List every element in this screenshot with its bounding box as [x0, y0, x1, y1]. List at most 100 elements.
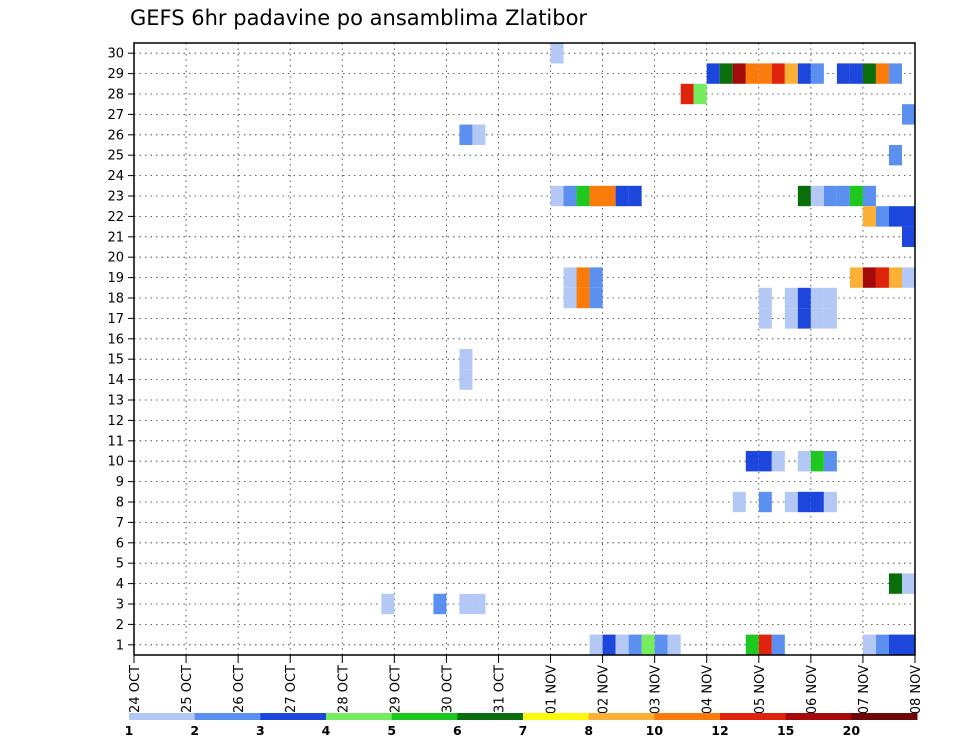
- y-tick-label: 1: [116, 638, 124, 653]
- precip-cell: [602, 634, 616, 655]
- x-tick-label: 30 OCT: [440, 665, 455, 713]
- precip-cell: [615, 185, 629, 207]
- y-tick-label: 14: [107, 373, 124, 388]
- legend-threshold-label: 10: [646, 723, 664, 738]
- precipitation-cells: [381, 43, 915, 655]
- precip-cell: [758, 451, 772, 472]
- legend-threshold-label: 8: [584, 723, 593, 738]
- y-tick-label: 5: [116, 557, 124, 572]
- precip-cell: [797, 491, 811, 513]
- precip-cell: [589, 267, 603, 288]
- precip-cell: [810, 491, 824, 513]
- precip-cell: [862, 267, 876, 288]
- legend-swatch: [260, 713, 327, 720]
- precip-cell: [823, 308, 837, 329]
- precip-cell: [875, 63, 889, 84]
- precip-cell: [745, 451, 759, 472]
- y-tick-label: 15: [107, 353, 124, 368]
- precip-cell: [784, 491, 798, 513]
- precip-cell: [693, 83, 707, 105]
- precip-cell: [901, 104, 915, 125]
- precip-cell: [784, 63, 798, 84]
- legend-swatch: [326, 713, 393, 720]
- x-tick-label: 25 OCT: [180, 665, 195, 713]
- x-tick-label: 27 OCT: [284, 665, 299, 713]
- precip-cell: [758, 308, 772, 329]
- precip-cell: [576, 267, 590, 288]
- legend-threshold-label: 1: [125, 723, 134, 738]
- legend-threshold-label: 5: [387, 723, 396, 738]
- y-tick-label: 12: [107, 414, 124, 429]
- y-tick-label: 20: [107, 251, 124, 266]
- precip-cell: [875, 267, 889, 288]
- precip-cell: [862, 206, 876, 227]
- legend-threshold-label: 20: [843, 723, 861, 738]
- y-tick-label: 17: [107, 312, 124, 327]
- legend-swatch: [129, 713, 196, 720]
- x-tick-label: 02 NOV: [597, 665, 612, 714]
- precip-cell: [472, 593, 486, 615]
- y-tick-label: 27: [107, 108, 124, 123]
- legend-threshold-label: 15: [777, 723, 794, 738]
- precip-cell: [472, 124, 486, 145]
- precip-cell: [758, 63, 772, 84]
- precip-cell: [758, 634, 772, 655]
- precip-cell: [797, 308, 811, 329]
- chart-title: GEFS 6hr padavine po ansamblima Zlatibor: [130, 6, 588, 30]
- precip-cell: [810, 287, 824, 309]
- precip-cell: [901, 267, 915, 288]
- precip-cell: [888, 267, 902, 288]
- y-tick-label: 26: [107, 128, 124, 143]
- color-legend: 1 2 3 4 5 6 7 8 10 12 15 20: [125, 713, 918, 738]
- x-tick-label: 28 OCT: [336, 665, 351, 713]
- precip-cell: [875, 634, 889, 655]
- y-tick-label: 8: [116, 496, 124, 511]
- precip-cell: [459, 369, 473, 390]
- precip-cell: [836, 63, 850, 84]
- precip-cell: [771, 63, 785, 84]
- precip-cell: [784, 308, 798, 329]
- precip-cell: [823, 491, 837, 513]
- precip-cell: [836, 185, 850, 207]
- precip-cell: [810, 308, 824, 329]
- precip-cell: [550, 185, 564, 207]
- precip-cell: [797, 63, 811, 84]
- precip-cell: [875, 206, 889, 227]
- precip-cell: [459, 124, 473, 145]
- x-tick-label: 31 OCT: [492, 665, 507, 713]
- y-tick-label: 21: [107, 230, 124, 245]
- precip-cell: [810, 63, 824, 84]
- y-tick-label: 13: [107, 394, 124, 409]
- legend-swatch: [785, 713, 852, 720]
- x-tick-label: 01 NOV: [545, 665, 560, 714]
- x-tick-label: 07 NOV: [857, 665, 872, 714]
- precip-cell: [862, 634, 876, 655]
- precip-cell: [589, 185, 603, 207]
- precip-cell: [797, 287, 811, 309]
- precip-cell: [797, 451, 811, 472]
- y-tick-label: 16: [107, 332, 124, 347]
- x-tick-label: 08 NOV: [909, 665, 924, 714]
- y-tick-label: 30: [107, 47, 124, 62]
- precip-cell: [901, 226, 915, 247]
- precip-cell: [732, 63, 746, 84]
- precip-cell: [823, 287, 837, 309]
- precip-cell: [771, 634, 785, 655]
- precip-cell: [641, 634, 655, 655]
- precip-cell: [576, 185, 590, 207]
- precip-cell: [862, 185, 876, 207]
- precip-cell: [654, 634, 668, 655]
- precip-cell: [758, 491, 772, 513]
- precip-cell: [888, 634, 902, 655]
- y-tick-label: 24: [107, 169, 124, 184]
- plot-frame: [133, 42, 916, 656]
- y-tick-label: 7: [116, 516, 124, 531]
- precip-cell: [550, 43, 564, 64]
- precip-cell: [459, 593, 473, 615]
- legend-swatch: [654, 713, 721, 720]
- precip-cell: [771, 451, 785, 472]
- precip-cell: [433, 593, 447, 615]
- legend-swatch: [194, 713, 261, 720]
- legend-threshold-label: 3: [256, 723, 265, 738]
